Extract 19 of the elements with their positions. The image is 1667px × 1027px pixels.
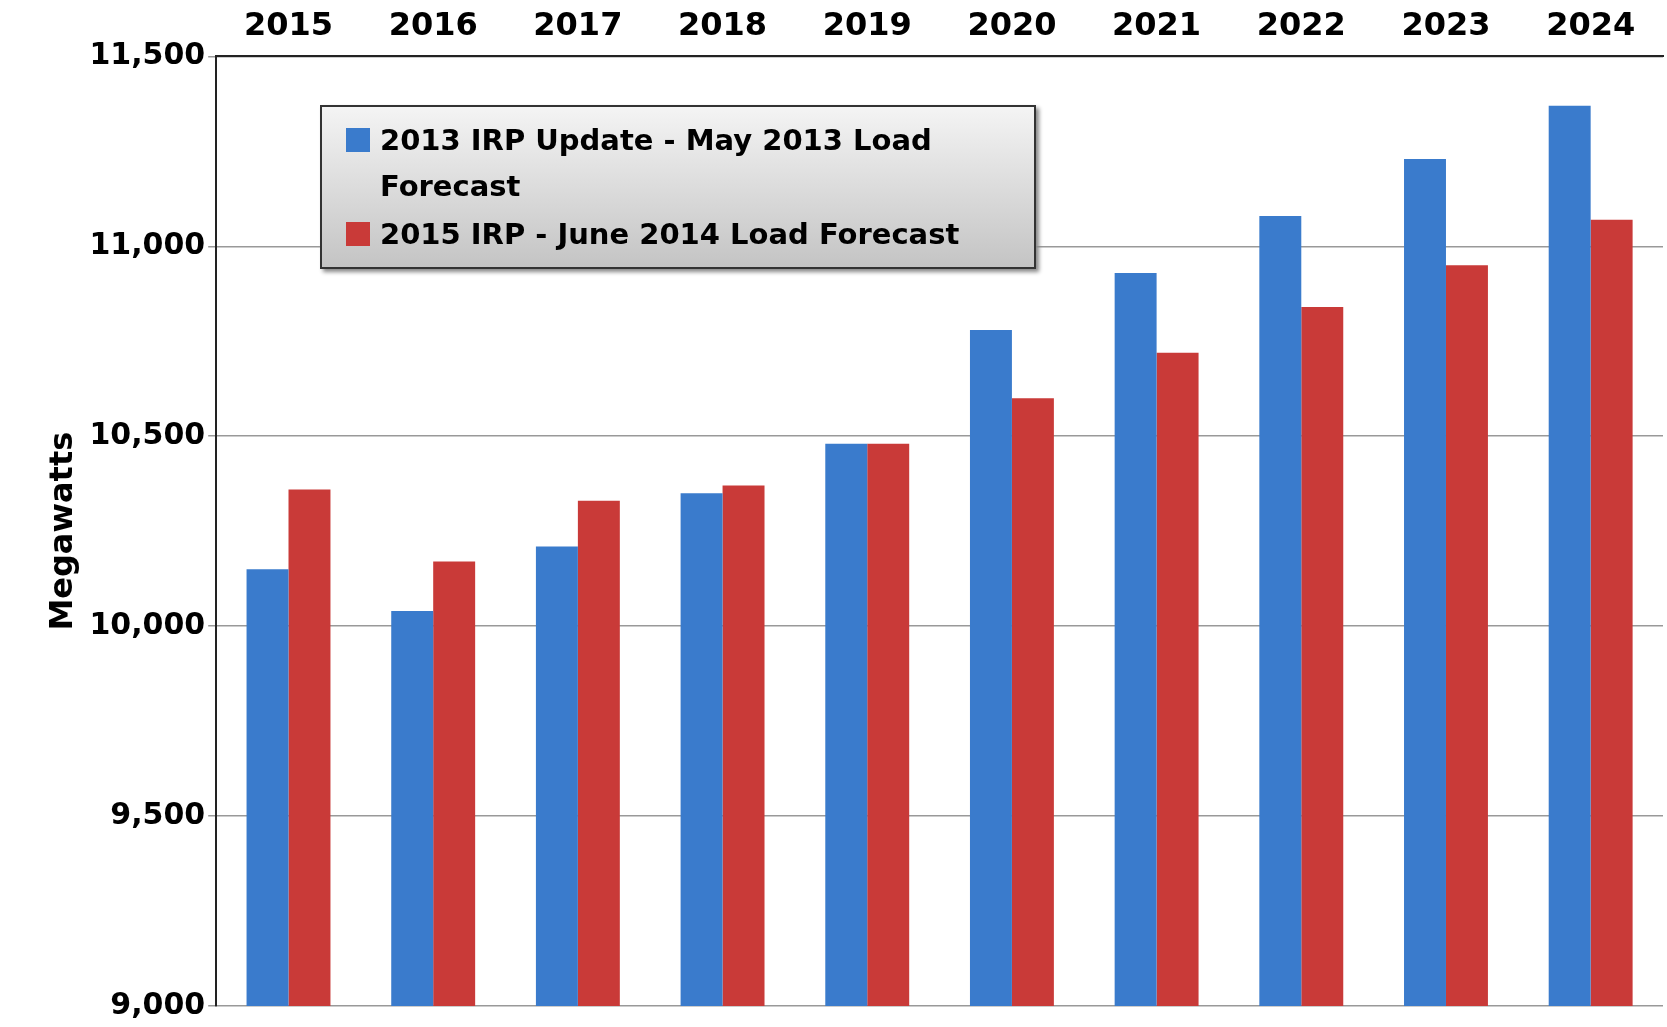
y-tick-label: 10,500 bbox=[89, 416, 206, 452]
x-tick-label: 2020 bbox=[967, 4, 1057, 43]
y-tick-label: 10,000 bbox=[89, 605, 206, 641]
x-tick-label: 2019 bbox=[822, 4, 912, 43]
y-tick-label: 9,000 bbox=[110, 985, 206, 1021]
legend-label: 2013 IRP Update - May 2013 Load Forecast bbox=[380, 122, 933, 205]
legend-label: 2015 IRP - June 2014 Load Forecast bbox=[380, 216, 960, 253]
x-tick-label: 2018 bbox=[678, 4, 768, 43]
y-tick-label: 11,000 bbox=[89, 226, 206, 262]
y-tick-label: 9,500 bbox=[110, 795, 206, 831]
x-tick-label: 2015 bbox=[243, 4, 334, 43]
x-tick-label: 2023 bbox=[1401, 4, 1491, 43]
x-tick-label: 2022 bbox=[1256, 4, 1346, 43]
x-tick-label: 2017 bbox=[533, 4, 623, 43]
y-axis-title: Megawatts bbox=[41, 431, 80, 631]
y-tick-label: 11,500 bbox=[89, 36, 206, 72]
x-tick-label: 2021 bbox=[1112, 4, 1202, 43]
x-tick-label: 2016 bbox=[388, 4, 478, 43]
x-tick-label: 2024 bbox=[1546, 4, 1636, 43]
